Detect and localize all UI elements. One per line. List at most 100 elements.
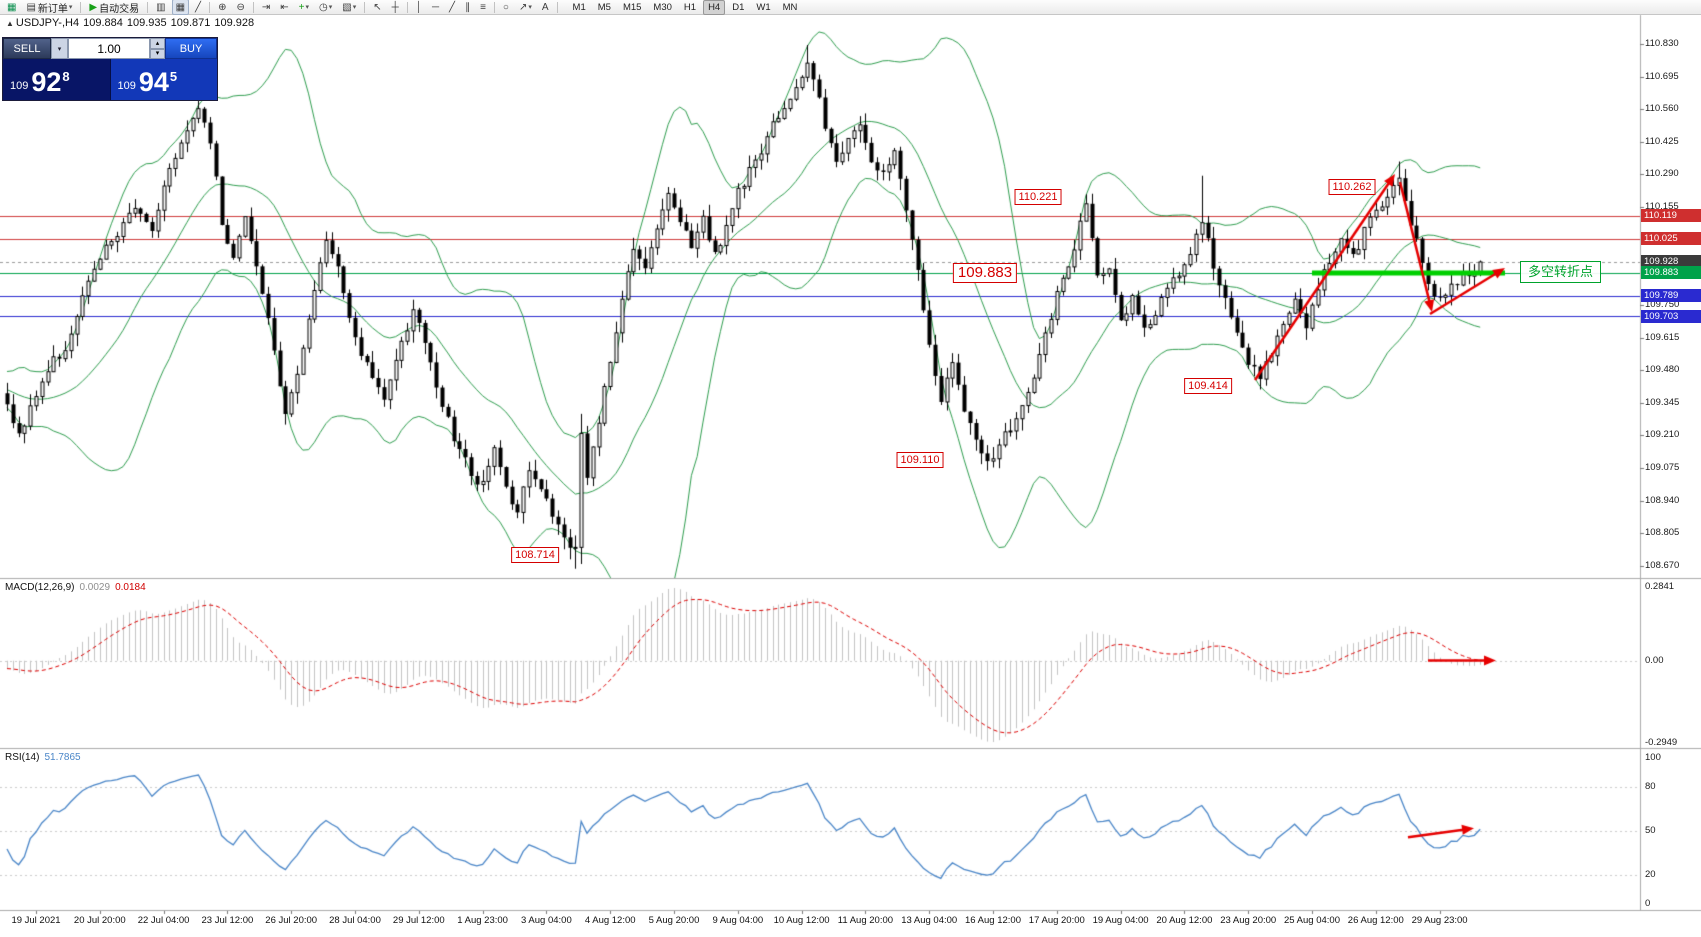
price-annotation-110.262[interactable]: 110.262: [1328, 179, 1376, 195]
horizontal-line-icon: ─: [431, 1, 440, 13]
ohlc-low: 109.871: [170, 17, 211, 29]
chart-shift-button[interactable]: ⇤: [276, 0, 292, 15]
toolbar-separator: [493, 1, 495, 13]
volume-dropdown-button[interactable]: ▾: [51, 38, 68, 59]
chart-symbol-period: USDJPY-,H4: [15, 17, 80, 29]
volume-spinner: ▴ ▾: [150, 38, 165, 59]
line-chart-icon: ╱: [195, 1, 202, 13]
cursor-button[interactable]: ↖: [369, 0, 385, 15]
candlestick-window-icon: ▦: [7, 1, 17, 13]
turning-point-label[interactable]: 多空转折点: [1520, 261, 1602, 283]
timeframe-m15-button[interactable]: M15: [622, 1, 642, 13]
arrow-marker-icon: ↗: [518, 1, 528, 13]
order-panel-prices: 109 92 8 109 94 5: [3, 59, 217, 100]
timeframe-w1-button[interactable]: W1: [756, 1, 771, 13]
ask-price-pips: 94: [138, 67, 169, 97]
horizontal-line-button[interactable]: ─: [428, 0, 443, 15]
ask-price-point: 5: [169, 69, 178, 84]
volume-increase-button[interactable]: ▴: [150, 38, 165, 49]
ohlc-close: 109.928: [214, 17, 255, 29]
bar-chart-icon: ▥: [156, 1, 166, 13]
order-panel-controls: SELL ▾ ▴ ▾ BUY: [3, 38, 217, 59]
buy-button[interactable]: BUY: [165, 38, 217, 59]
one-click-trading-panel: SELL ▾ ▴ ▾ BUY 109 92 8 109 94 5: [2, 37, 218, 101]
macd-main-value: 0.0029: [79, 582, 111, 593]
sell-button[interactable]: SELL: [3, 38, 51, 59]
autotrading-button[interactable]: ▶ 自动交易: [85, 0, 143, 15]
templates-button[interactable]: ▧ ▾: [338, 0, 360, 15]
bid-price-integer: 109: [10, 80, 29, 92]
new-order-button[interactable]: ▤ 新订单 ▾: [22, 0, 76, 15]
auto-scroll-button[interactable]: ⇥: [258, 0, 274, 15]
ellipse-icon: ○: [502, 1, 509, 13]
timeframe-m5-button[interactable]: M5: [597, 1, 611, 13]
timeframe-h4-button[interactable]: H4: [703, 0, 726, 15]
price-annotation-109.414[interactable]: 109.414: [1184, 378, 1232, 394]
toolbar-separator: [364, 1, 366, 13]
chevron-down-icon: ▾: [57, 45, 62, 53]
symbol-marker-icon: ▲: [6, 19, 14, 28]
template-icon: ▧: [342, 1, 352, 13]
fibonacci-button[interactable]: ≡: [476, 0, 490, 15]
ask-price[interactable]: 109 94 5: [109, 59, 217, 100]
trendline-button[interactable]: ╱: [445, 0, 459, 15]
main-toolbar: ▦ ▤ 新订单 ▾ ▶ 自动交易 ▥ ▦ ╱ ⊕ ⊖ ⇥ ⇤ + ▾ ◷ ▾ ▧ ▾ ↖ ┼ │ ─ ╱ ∥ ≡ ○ ↗ ▾ A M1 M5 M…: [0, 0, 1701, 15]
vertical-line-button[interactable]: │: [412, 0, 426, 15]
channel-icon: ∥: [465, 1, 471, 13]
volume-decrease-button[interactable]: ▾: [150, 48, 165, 59]
macd-signal-value: 0.0184: [115, 582, 146, 593]
channel-button[interactable]: ∥: [461, 0, 474, 15]
bar-chart-button[interactable]: ▥: [152, 0, 169, 15]
zoom-out-button[interactable]: ⊖: [232, 0, 248, 15]
caret-down-icon: ▾: [352, 4, 357, 11]
timeframe-mn-button[interactable]: MN: [782, 1, 798, 13]
bid-price[interactable]: 109 92 8: [3, 59, 110, 100]
toolbar-separator: [252, 1, 254, 13]
macd-indicator-label: MACD(12,26,9) 0.0029 0.0184: [5, 582, 146, 593]
rsi-name: RSI(14): [5, 752, 40, 763]
caret-down-icon: ▾: [305, 4, 309, 11]
rsi-indicator-label: RSI(14) 51.7865: [5, 752, 81, 763]
crosshair-button[interactable]: ┼: [388, 0, 403, 15]
vertical-line-icon: │: [415, 1, 422, 13]
timeframe-d1-button[interactable]: D1: [732, 1, 745, 13]
indicators-button[interactable]: + ▾: [295, 0, 313, 15]
periods-button[interactable]: ◷ ▾: [315, 0, 336, 15]
candlestick-chart-button[interactable]: ▦: [171, 0, 190, 15]
timeframe-m1-button[interactable]: M1: [572, 1, 586, 13]
macd-name: MACD(12,26,9): [5, 582, 75, 593]
price-annotation-109.883[interactable]: 109.883: [952, 263, 1018, 283]
clock-icon: ◷: [318, 1, 328, 13]
rsi-value: 51.7865: [44, 752, 81, 763]
new-order-button-label: 新订单: [37, 3, 68, 15]
autotrading-play-icon: ▶: [89, 1, 98, 13]
toolbar-separator: [209, 1, 211, 13]
zoom-in-icon: ⊕: [218, 1, 227, 13]
crosshair-icon: ┼: [391, 1, 399, 13]
price-annotation-108.714[interactable]: 108.714: [511, 547, 559, 563]
price-annotation-109.110[interactable]: 109.110: [896, 452, 944, 468]
app-chart-button[interactable]: ▦: [3, 0, 20, 15]
shapes-button[interactable]: ○: [499, 0, 513, 15]
zoom-in-button[interactable]: ⊕: [214, 0, 230, 15]
ohlc-high: 109.935: [126, 17, 167, 29]
price-annotation-110.221[interactable]: 110.221: [1014, 189, 1062, 205]
line-chart-button[interactable]: ╱: [191, 0, 205, 15]
timeframe-m30-button[interactable]: M30: [653, 1, 672, 13]
indicators-plus-icon: +: [298, 1, 305, 13]
chevron-up-icon: ▴: [155, 39, 160, 47]
caret-down-icon: ▾: [328, 4, 333, 11]
caret-down-icon: ▾: [68, 4, 73, 11]
volume-input[interactable]: [68, 38, 150, 59]
cursor-icon: ↖: [373, 1, 382, 13]
text-label-button[interactable]: A: [538, 0, 553, 15]
auto-scroll-icon: ⇥: [261, 1, 271, 13]
arrows-button[interactable]: ↗ ▾: [515, 0, 536, 15]
ask-price-integer: 109: [117, 80, 136, 92]
bid-price-point: 8: [62, 69, 70, 84]
timeframe-h1-button[interactable]: H1: [683, 1, 697, 13]
chart-shift-icon: ⇤: [280, 1, 289, 13]
toolbar-separator: [406, 1, 408, 13]
